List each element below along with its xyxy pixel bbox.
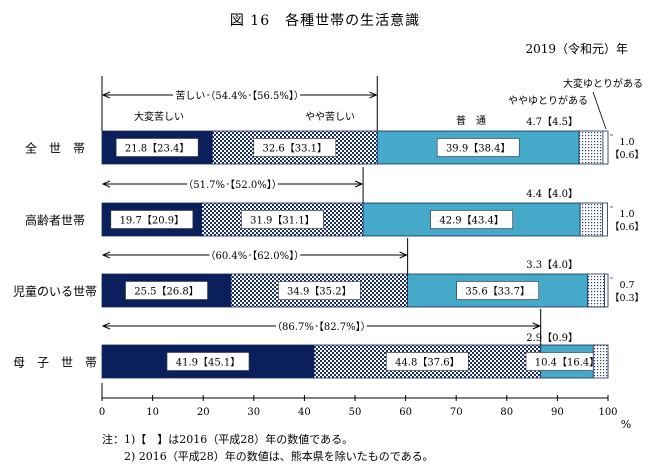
bar-segment <box>579 202 603 237</box>
data-label-box <box>166 352 250 371</box>
category-label: 高齢者世帯 <box>25 213 85 228</box>
data-label: 19.7【20.9】 <box>120 215 185 227</box>
data-label: 【0.6】 <box>610 222 644 233</box>
data-label-box <box>436 138 520 157</box>
bar-segment <box>592 344 609 379</box>
kurushii-total-label: （86.7%【82.7%】） <box>272 321 371 333</box>
data-label: 25.5【26.8】 <box>134 286 199 298</box>
data-label-box <box>456 281 539 300</box>
header-futsu: 普 通 <box>456 114 486 127</box>
data-label: 39.9【38.4】 <box>446 143 511 155</box>
x-tick-label: 100 <box>598 407 617 418</box>
data-label-box <box>253 138 337 157</box>
data-label: 44.8【37.6】 <box>395 357 460 369</box>
bar-segment <box>578 130 604 165</box>
bar-segment <box>587 273 605 308</box>
x-tick-label: 40 <box>298 407 311 418</box>
data-label: 31.9【31.1】 <box>250 215 315 227</box>
x-tick-label: 50 <box>349 407 362 418</box>
data-label: 【0.6】 <box>610 150 644 161</box>
data-label-box <box>241 210 324 229</box>
x-tick-label: 0 <box>99 407 105 418</box>
kurushii-total-label: 苦しい（54.4%【56.5%】） <box>175 89 304 102</box>
x-unit-label: % <box>621 418 631 431</box>
category-label: 全 世 帯 <box>25 141 85 156</box>
data-label-box <box>125 281 208 300</box>
x-tick-label: 10 <box>146 407 159 418</box>
data-label-box <box>110 210 194 229</box>
bar-segment <box>602 202 608 237</box>
category-label: 児童のいる世帯 <box>13 284 97 299</box>
bar-segment <box>602 130 609 165</box>
category-label: 母 子 世 帯 <box>13 356 97 370</box>
data-label-box <box>430 210 513 229</box>
data-label: 21.8【23.4】 <box>125 143 190 155</box>
data-label: 1.0 <box>619 209 634 220</box>
data-label: 41.9【45.1】 <box>176 357 241 369</box>
data-label: 35.6【33.7】 <box>465 286 530 298</box>
x-tick-label: 20 <box>197 407 210 418</box>
data-label: 10.4【16.4】 <box>535 357 600 369</box>
data-label: 2.9【0.9】 <box>526 332 578 344</box>
data-label: 42.9【43.4】 <box>439 215 504 227</box>
header-taihen-kurushii: 大変苦しい <box>134 110 184 123</box>
header-taihen-yutori: 大変ゆとりがある <box>563 77 643 90</box>
note-2: 2) 2016（平成28）年の数値は、熊本県を除いたものである。 <box>124 450 434 463</box>
data-label: 4.7【4.5】 <box>526 116 578 128</box>
x-tick-label: 70 <box>450 407 463 418</box>
x-tick-label: 30 <box>247 407 260 418</box>
chart-title: 図 16 各種世帯の生活意識 <box>229 13 421 29</box>
leader-taihen-yutori <box>592 91 607 130</box>
data-label: 【0.3】 <box>610 293 644 304</box>
data-label: 32.6【33.1】 <box>263 143 328 155</box>
data-label: 34.9【35.2】 <box>287 286 352 298</box>
header-yaya-kurushii: やや苦しい <box>305 110 355 123</box>
note-1: 注：1)【 】は2016（平成28）年の数値である。 <box>102 433 354 446</box>
header-yaya-yutori: ややゆとりがある <box>508 94 588 107</box>
year-label: 2019（令和元）年 <box>525 42 628 56</box>
data-label-box <box>278 281 361 300</box>
data-label-box <box>115 138 199 157</box>
kurushii-total-label: （60.4%【62.0%】） <box>206 250 305 262</box>
data-label: 3.3【4.0】 <box>526 259 578 271</box>
x-tick-label: 80 <box>500 407 513 418</box>
x-tick-label: 60 <box>399 407 412 418</box>
data-label: 1.0 <box>619 137 634 148</box>
data-label: 4.4【4.0】 <box>526 188 578 200</box>
bar-segment <box>604 273 609 308</box>
data-label: 0.7 <box>619 280 634 291</box>
kurushii-total-label: （51.7%【52.0%】） <box>183 179 282 191</box>
data-label-box <box>386 352 469 371</box>
x-tick-label: 90 <box>551 407 564 418</box>
